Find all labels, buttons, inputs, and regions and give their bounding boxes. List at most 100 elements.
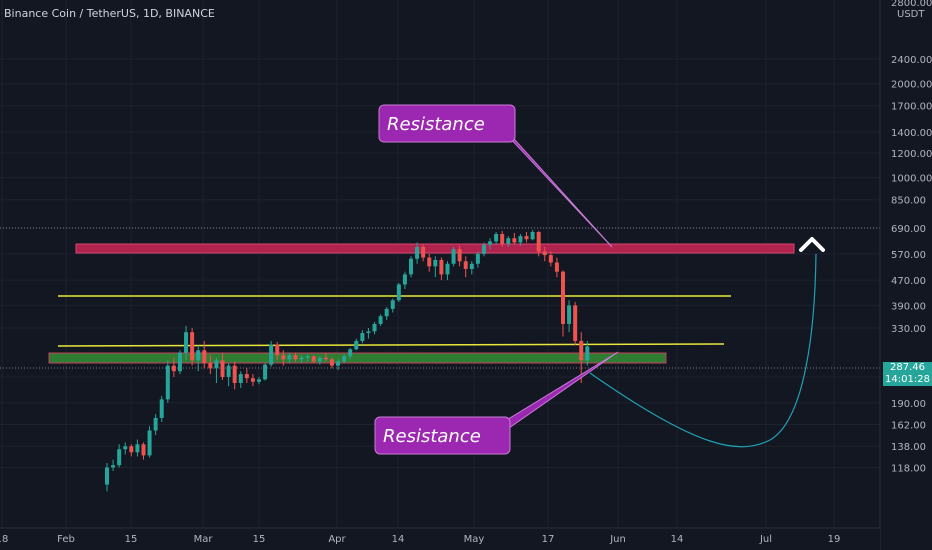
candle[interactable] [220, 352, 225, 380]
candle[interactable] [372, 321, 377, 335]
candle[interactable] [293, 352, 298, 362]
candle[interactable] [354, 338, 359, 351]
candle[interactable] [111, 459, 116, 471]
candle[interactable] [536, 230, 541, 257]
candle[interactable] [366, 328, 371, 339]
candle[interactable] [244, 368, 249, 383]
candle[interactable] [506, 236, 511, 247]
callout-box-bottom[interactable] [374, 416, 511, 455]
candle-body [244, 374, 249, 379]
candle[interactable] [117, 444, 122, 468]
candle[interactable] [299, 355, 304, 363]
symbol-title[interactable]: Binance Coin / TetherUS, 1D, BINANCE [4, 7, 215, 20]
candle-body [421, 246, 426, 258]
candle[interactable] [396, 282, 401, 302]
candle[interactable] [208, 355, 213, 375]
candle-body [360, 333, 365, 341]
candle[interactable] [214, 357, 219, 383]
price-axis-panel[interactable] [880, 0, 932, 550]
candle[interactable] [250, 374, 255, 387]
candle[interactable] [190, 328, 195, 366]
candle[interactable] [445, 261, 450, 281]
candle[interactable] [123, 442, 128, 455]
candle[interactable] [415, 242, 420, 264]
candle[interactable] [348, 347, 353, 360]
candle[interactable] [238, 371, 243, 389]
candle[interactable] [524, 231, 529, 243]
candle[interactable] [585, 340, 590, 366]
candle-body [208, 362, 213, 369]
candle-body [287, 355, 292, 360]
candle[interactable] [512, 233, 517, 245]
candle-body [348, 349, 353, 357]
candle[interactable] [196, 345, 201, 372]
candle[interactable] [342, 354, 347, 363]
support-zone[interactable] [48, 352, 667, 364]
candle[interactable] [567, 300, 572, 333]
candle[interactable] [500, 230, 505, 247]
candle[interactable] [159, 395, 164, 423]
candle[interactable] [129, 444, 134, 457]
candle[interactable] [573, 301, 578, 346]
candle[interactable] [548, 251, 553, 267]
candle[interactable] [421, 244, 426, 262]
projection-curve[interactable] [589, 253, 817, 448]
candle[interactable] [141, 442, 146, 460]
candle[interactable] [451, 246, 456, 267]
callout-box-top[interactable] [378, 104, 516, 143]
candle[interactable] [488, 238, 493, 250]
time-axis-panel[interactable] [0, 528, 880, 550]
callout-label-top: Resistance [387, 114, 485, 135]
price-axis-unit: USDT [897, 9, 925, 20]
candle[interactable] [409, 256, 413, 278]
candle[interactable] [135, 439, 140, 457]
candle[interactable] [530, 229, 535, 241]
candle[interactable] [469, 261, 474, 275]
candle[interactable] [463, 256, 468, 278]
candle[interactable] [561, 270, 565, 337]
candle[interactable] [329, 357, 334, 369]
candle[interactable] [481, 242, 486, 257]
candle[interactable] [336, 359, 341, 371]
candle[interactable] [311, 355, 316, 363]
candle[interactable] [384, 307, 389, 321]
callout-pointer-top [506, 134, 613, 248]
candle[interactable] [457, 245, 462, 267]
trendline-yellow[interactable] [57, 343, 725, 347]
candle[interactable] [360, 330, 365, 344]
candle[interactable] [232, 361, 237, 390]
candle[interactable] [275, 341, 280, 361]
candle[interactable] [518, 234, 523, 246]
current-price-badge[interactable]: 287.46 14:01:28 [883, 362, 932, 386]
candle[interactable] [323, 352, 328, 362]
resistance-zone[interactable] [75, 243, 795, 254]
candle[interactable] [263, 362, 268, 381]
candle[interactable] [257, 376, 261, 385]
candle[interactable] [378, 314, 383, 326]
candle[interactable] [226, 362, 231, 387]
candle[interactable] [542, 246, 547, 262]
candle[interactable] [494, 231, 499, 245]
candle[interactable] [427, 253, 432, 272]
candle[interactable] [305, 354, 310, 362]
candle[interactable] [281, 350, 286, 366]
candle[interactable] [153, 414, 158, 435]
candle-body [177, 352, 182, 372]
candle[interactable] [390, 298, 395, 313]
candle[interactable] [147, 426, 152, 458]
candle[interactable] [317, 356, 322, 365]
candle[interactable] [184, 325, 189, 361]
candle[interactable] [269, 340, 274, 367]
candle[interactable] [402, 271, 407, 290]
candle[interactable] [105, 462, 109, 492]
candle[interactable] [554, 257, 559, 278]
candle-body [433, 259, 438, 267]
candle[interactable] [475, 251, 480, 268]
candle[interactable] [202, 340, 207, 369]
candle[interactable] [177, 350, 182, 375]
candle[interactable] [165, 360, 170, 403]
candle[interactable] [171, 357, 176, 377]
candle[interactable] [433, 256, 438, 278]
candle[interactable] [287, 352, 292, 363]
candle[interactable] [439, 257, 444, 281]
